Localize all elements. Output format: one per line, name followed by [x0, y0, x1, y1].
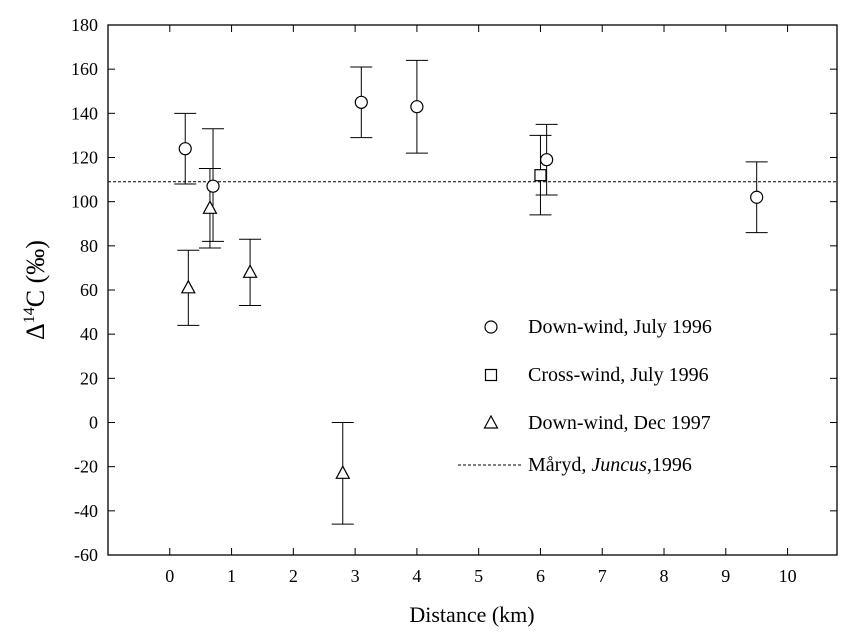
data-point-triangle — [242, 264, 258, 278]
x-tick-label: 3 — [351, 566, 360, 586]
data-point-circle — [178, 142, 192, 156]
y-tick-label: 180 — [71, 15, 98, 35]
y-tick-label: 0 — [89, 413, 98, 433]
x-tick-label: 6 — [536, 566, 545, 586]
data-point-triangle — [180, 279, 196, 294]
axis-ticks — [108, 24, 837, 556]
plot-frame — [107, 24, 838, 556]
legend-symbols — [458, 320, 522, 466]
x-tick-label: 1 — [227, 566, 236, 586]
y-tick-label: 160 — [71, 59, 98, 79]
y-tick-label: 100 — [71, 192, 98, 212]
y-tick-label: -40 — [74, 501, 98, 521]
y-tick-label: -60 — [74, 545, 98, 565]
data-markers — [178, 95, 764, 479]
data-point-triangle — [335, 465, 351, 479]
y-tick-label: 20 — [80, 368, 98, 388]
x-tick-label: 2 — [289, 566, 298, 586]
legend-label-maryd: Måryd, Juncus,1996 — [528, 454, 692, 476]
y-tick-label: 60 — [80, 280, 98, 300]
x-tick-label: 5 — [474, 566, 483, 586]
y-tick-label: 120 — [71, 148, 98, 168]
legend: Down-wind, July 1996 Cross-wind, July 19… — [458, 316, 712, 476]
data-point-triangle — [202, 200, 218, 214]
x-tick-label: 10 — [779, 566, 797, 586]
x-tick-label: 9 — [721, 566, 730, 586]
y-tick-label: 40 — [80, 324, 98, 344]
y-axis-label: Δ14C (‰) — [21, 240, 50, 340]
legend-circle-icon — [484, 320, 498, 334]
x-axis-label: Distance (km) — [409, 602, 534, 627]
data-point-circle — [354, 95, 368, 109]
data-point-circle — [540, 153, 554, 167]
data-point-circle — [410, 100, 424, 114]
legend-triangle-icon — [483, 414, 499, 429]
legend-label-downwind-july: Down-wind, July 1996 — [528, 316, 712, 338]
data-point-circle — [750, 190, 764, 204]
x-tick-label: 7 — [598, 566, 607, 586]
legend-square-icon — [484, 368, 498, 382]
y-tick-label: 140 — [71, 103, 98, 123]
x-tick-label: 8 — [660, 566, 669, 586]
y-tick-label: -20 — [74, 457, 98, 477]
x-tick-label: 0 — [165, 566, 174, 586]
legend-label-crosswind-july: Cross-wind, July 1996 — [528, 364, 709, 386]
data-point-circle — [206, 179, 220, 193]
legend-label-downwind-dec: Down-wind, Dec 1997 — [528, 412, 711, 434]
x-tick-label: 4 — [412, 566, 421, 586]
data-point-square — [534, 169, 547, 182]
axis-tick-labels: 0 1 2 3 4 5 6 7 8 9 10 -60 -40 -20 0 20 40 60 80 100 120 140 1… — [71, 15, 797, 586]
y-tick-label: 80 — [80, 236, 98, 256]
